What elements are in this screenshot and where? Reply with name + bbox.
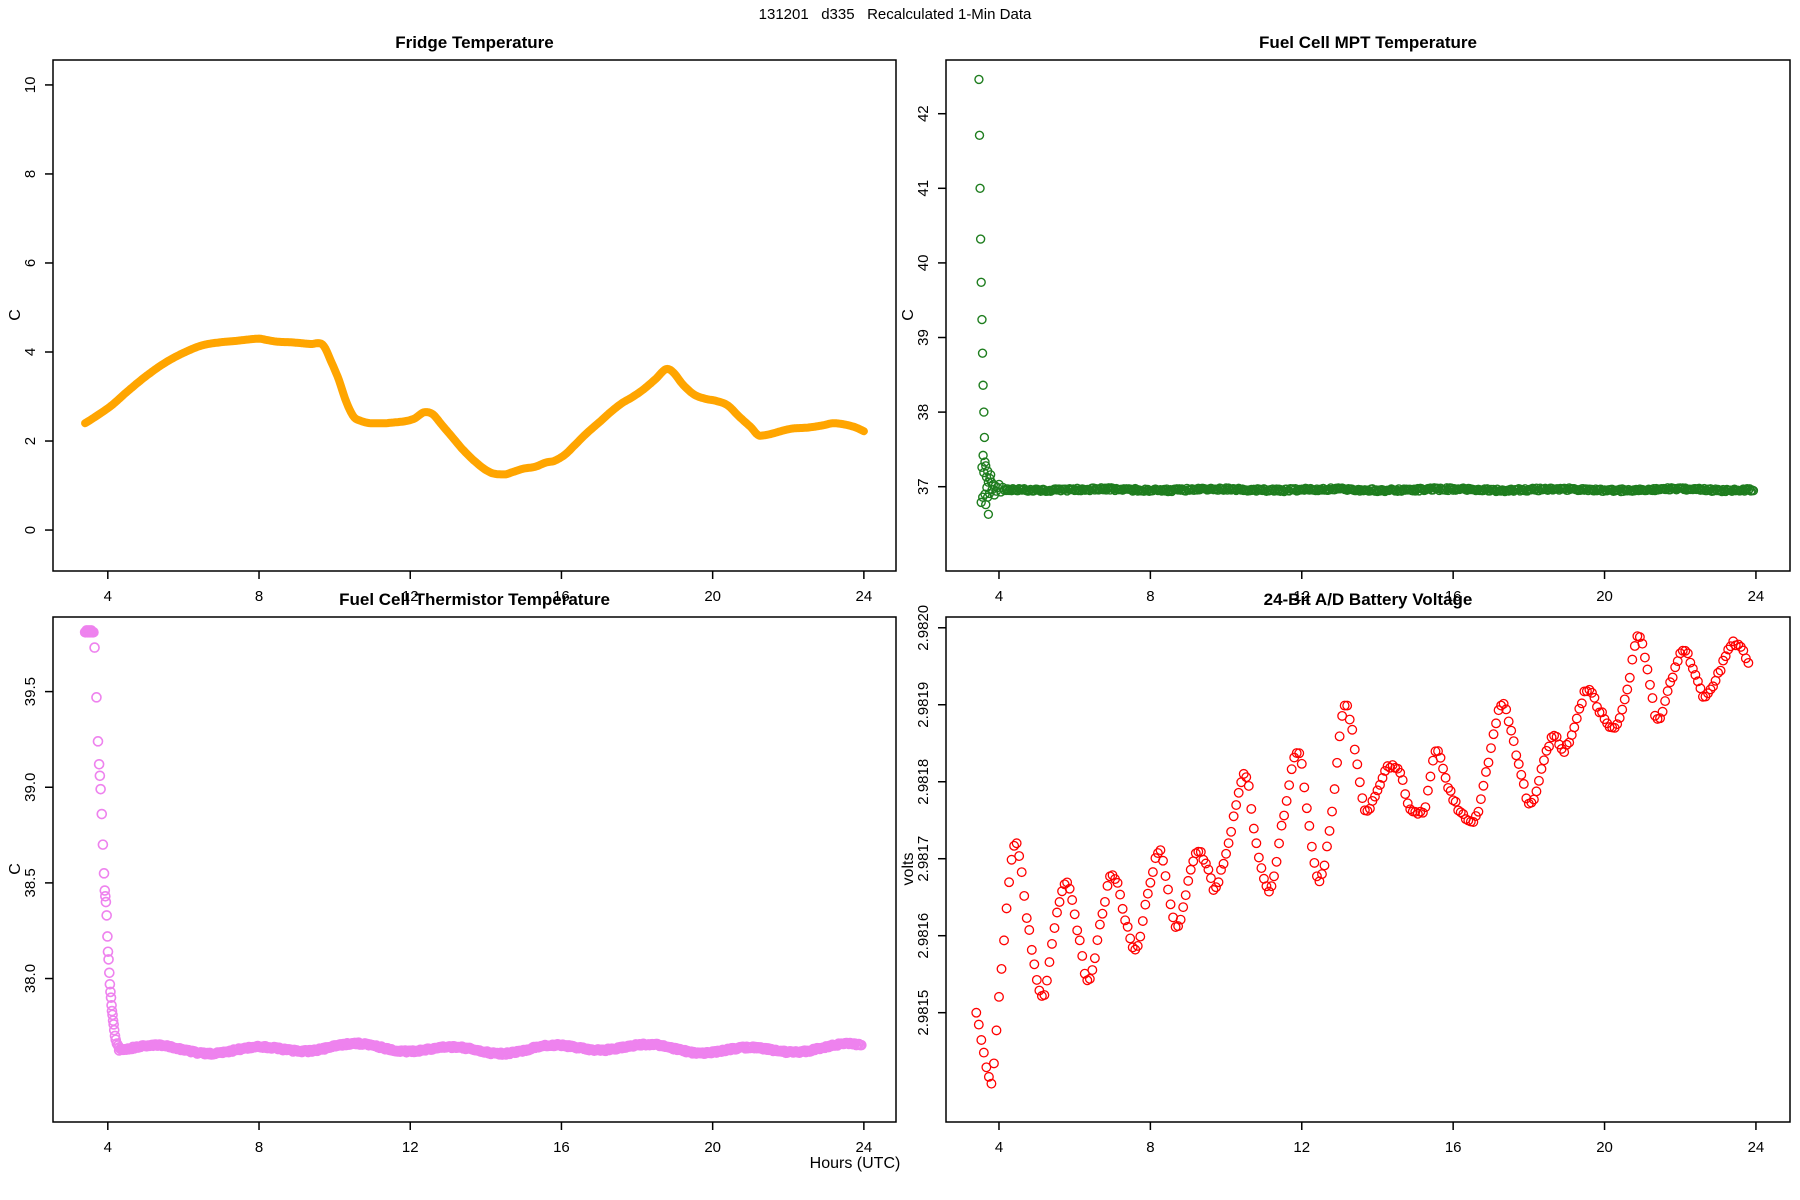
page-title: 131201 d335 Recalculated 1-Min Data bbox=[758, 6, 1032, 23]
svg-text:16: 16 bbox=[553, 588, 570, 605]
svg-text:20: 20 bbox=[1596, 1139, 1613, 1156]
svg-text:40: 40 bbox=[915, 255, 932, 272]
svg-text:42: 42 bbox=[915, 105, 932, 122]
y-axis-label-thermistor: C bbox=[7, 863, 24, 875]
y-axis-label-mpt: C bbox=[900, 309, 917, 321]
y-axis-label-battery: volts bbox=[900, 852, 917, 886]
svg-text:24: 24 bbox=[1748, 588, 1765, 605]
svg-text:4: 4 bbox=[995, 588, 1003, 605]
svg-text:38.0: 38.0 bbox=[22, 964, 39, 993]
svg-text:2.9816: 2.9816 bbox=[915, 913, 932, 959]
svg-text:24: 24 bbox=[856, 1139, 873, 1156]
svg-text:37: 37 bbox=[915, 478, 932, 495]
svg-text:2.9818: 2.9818 bbox=[915, 759, 932, 805]
svg-text:16: 16 bbox=[1445, 1139, 1462, 1156]
svg-text:20: 20 bbox=[704, 1139, 721, 1156]
svg-text:0: 0 bbox=[22, 526, 39, 534]
svg-text:12: 12 bbox=[402, 1139, 419, 1156]
svg-text:24: 24 bbox=[856, 588, 873, 605]
svg-text:4: 4 bbox=[995, 1139, 1003, 1156]
svg-text:4: 4 bbox=[22, 348, 39, 356]
svg-text:39: 39 bbox=[915, 329, 932, 346]
svg-text:8: 8 bbox=[255, 1139, 263, 1156]
svg-text:2.9819: 2.9819 bbox=[915, 682, 932, 728]
svg-text:2.9815: 2.9815 bbox=[915, 990, 932, 1036]
svg-text:24: 24 bbox=[1748, 1139, 1765, 1156]
x-axis-label-hours-utc: Hours (UTC) bbox=[809, 1155, 901, 1172]
svg-text:2.9817: 2.9817 bbox=[915, 836, 932, 882]
svg-text:2: 2 bbox=[22, 437, 39, 445]
svg-text:12: 12 bbox=[1293, 588, 1310, 605]
svg-text:4: 4 bbox=[104, 1139, 112, 1156]
svg-text:8: 8 bbox=[22, 170, 39, 178]
svg-text:2.9820: 2.9820 bbox=[915, 605, 932, 651]
svg-text:4: 4 bbox=[104, 588, 112, 605]
svg-text:8: 8 bbox=[255, 588, 263, 605]
panel-title-fuel-cell-mpt-temperature: Fuel Cell MPT Temperature bbox=[1259, 33, 1477, 52]
svg-text:20: 20 bbox=[704, 588, 721, 605]
svg-text:12: 12 bbox=[402, 588, 419, 605]
svg-text:39.0: 39.0 bbox=[22, 773, 39, 802]
svg-text:39.5: 39.5 bbox=[22, 677, 39, 706]
svg-text:38: 38 bbox=[915, 404, 932, 421]
svg-text:38.5: 38.5 bbox=[22, 868, 39, 897]
panel-title-battery-voltage: 24-Bit A/D Battery Voltage bbox=[1263, 590, 1473, 609]
panel-title-fridge-temperature: Fridge Temperature bbox=[395, 33, 554, 52]
svg-text:12: 12 bbox=[1293, 1139, 1310, 1156]
svg-text:8: 8 bbox=[1146, 588, 1154, 605]
svg-text:16: 16 bbox=[1445, 588, 1462, 605]
svg-text:10: 10 bbox=[22, 77, 39, 94]
svg-text:8: 8 bbox=[1146, 1139, 1154, 1156]
y-axis-label-fridge: C bbox=[7, 309, 24, 321]
svg-text:20: 20 bbox=[1596, 588, 1613, 605]
svg-text:16: 16 bbox=[553, 1139, 570, 1156]
panel-title-fuel-cell-thermistor-temperature: Fuel Cell Thermistor Temperature bbox=[339, 590, 610, 609]
svg-text:6: 6 bbox=[22, 259, 39, 267]
svg-text:41: 41 bbox=[915, 180, 932, 197]
